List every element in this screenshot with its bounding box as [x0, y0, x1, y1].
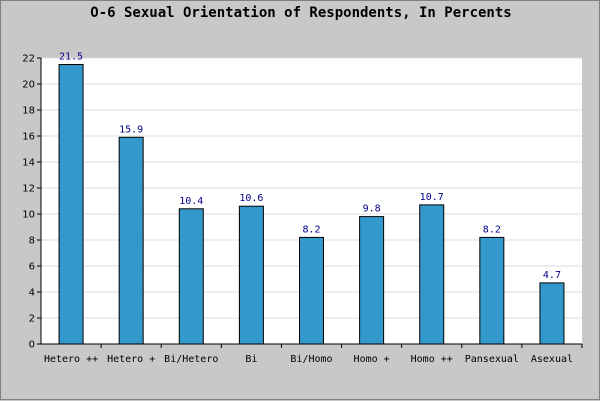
y-tick-label: 2 [29, 314, 35, 325]
y-tick-label: 22 [22, 54, 35, 65]
x-tick-label: Asexual [531, 354, 573, 365]
x-tick-label: Pansexual [465, 354, 519, 365]
y-tick-label: 6 [29, 262, 35, 273]
chart-title: O-6 Sexual Orientation of Respondents, I… [90, 5, 512, 21]
data-label: 8.2 [483, 224, 501, 235]
data-label: 4.7 [543, 270, 561, 281]
data-label: 10.4 [179, 196, 203, 207]
bar [479, 236, 505, 345]
x-tick-label: Bi/Hetero [164, 354, 218, 365]
x-tick-label: Hetero ++ [44, 354, 98, 365]
x-tick-label: Homo ++ [411, 354, 453, 365]
bar [539, 282, 565, 345]
y-tick-label: 8 [29, 236, 35, 247]
bar [299, 236, 324, 345]
y-tick-label: 18 [22, 106, 35, 117]
data-label: 10.6 [239, 193, 263, 204]
bar [359, 216, 385, 345]
bar [58, 64, 84, 345]
bar [178, 208, 204, 345]
x-tick-label: Bi [245, 354, 257, 365]
bars [58, 64, 565, 345]
bar [238, 205, 264, 345]
y-tick-label: 20 [22, 80, 35, 91]
labels: 0 2 4 6 8 10 12 14 16 18 20 22 21.5 Hetero ++ 15.9 Hete… [22, 52, 573, 366]
y-tick-label: 14 [22, 158, 35, 169]
y-tick-label: 12 [22, 184, 35, 195]
data-label: 10.7 [420, 192, 444, 203]
data-label: 21.5 [59, 52, 83, 63]
y-tick-label: 0 [29, 340, 35, 351]
bar [118, 136, 144, 345]
x-tick-label: Bi/Homo [290, 354, 332, 365]
data-label: 9.8 [363, 204, 381, 215]
x-tick-label: Hetero + [107, 354, 155, 365]
bar [419, 204, 445, 345]
x-tick-label: Homo + [354, 354, 390, 365]
y-tick-label: 4 [29, 288, 35, 299]
y-tick-label: 16 [22, 132, 35, 143]
y-tick-label: 10 [22, 210, 35, 221]
data-label: 8.2 [302, 224, 320, 235]
data-label: 15.9 [119, 124, 143, 135]
